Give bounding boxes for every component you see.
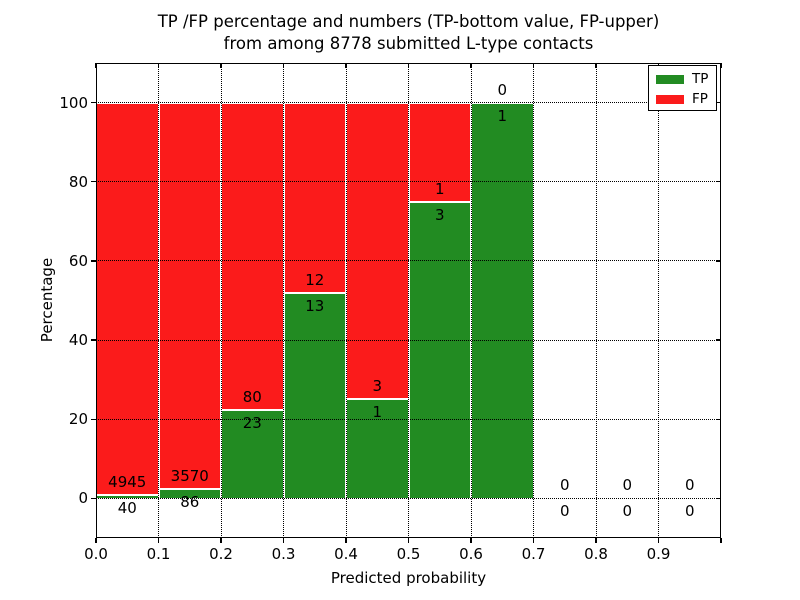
y-tick-label: 20	[68, 410, 88, 429]
x-gridline	[345, 63, 347, 538]
x-tick-top	[345, 63, 347, 68]
x-tick-label: 0.5	[396, 545, 421, 563]
bar-fp-segment	[158, 102, 221, 490]
y-tick-right	[716, 339, 721, 341]
x-tick	[157, 538, 160, 543]
x-tick	[532, 538, 535, 543]
x-gridline	[658, 63, 659, 538]
y-tick	[91, 260, 96, 262]
fp-count-label: 1	[434, 179, 445, 198]
x-tick-label: 0.9	[646, 545, 671, 563]
y-tick-right	[716, 181, 721, 183]
fp-count-label: 0	[684, 476, 695, 495]
y-tick-label: 100	[59, 93, 88, 112]
legend-item: TP	[656, 69, 716, 89]
y-tick-label: 0	[78, 489, 88, 508]
x-tick	[345, 538, 347, 543]
bar-tp-segment	[408, 201, 471, 499]
x-tick	[220, 538, 222, 543]
legend-swatch-tp	[656, 74, 684, 84]
y-tick-right	[716, 260, 721, 262]
x-tick	[407, 538, 410, 543]
y-tick	[91, 497, 96, 500]
fp-count-label: 0	[559, 476, 570, 495]
legend-item: FP	[656, 89, 716, 109]
tp-count-label: 0	[559, 502, 570, 521]
x-gridline	[470, 63, 472, 538]
x-tick-label: 0.0	[84, 545, 108, 563]
fp-count-label: 3	[372, 377, 383, 396]
fp-count-label: 0	[497, 80, 508, 99]
legend: TP FP	[648, 65, 717, 111]
x-tick	[282, 538, 285, 543]
x-tick-label: 0.1	[146, 545, 171, 563]
x-tick-top	[282, 63, 285, 68]
x-tick	[657, 538, 660, 543]
fp-count-label: 3570	[170, 467, 209, 486]
x-gridline	[283, 63, 284, 538]
fp-count-label: 0	[622, 476, 633, 495]
y-tick	[91, 418, 96, 420]
tp-count-label: 0	[684, 502, 695, 521]
y-tick-label: 60	[68, 251, 88, 270]
tp-count-label: 13	[305, 296, 325, 315]
fp-count-label: 80	[242, 388, 262, 407]
y-tick	[91, 101, 96, 104]
x-gridline	[158, 63, 159, 538]
y-tick-label: 40	[68, 331, 88, 350]
chart-title-line1: TP /FP percentage and numbers (TP-bottom…	[157, 12, 660, 31]
x-tick-label: 0.4	[334, 545, 358, 563]
y-tick	[91, 181, 96, 183]
legend-swatch-fp	[656, 94, 684, 104]
tp-count-label: 1	[497, 106, 508, 125]
fp-count-label: 12	[305, 270, 325, 289]
legend-label: TP	[692, 71, 709, 87]
x-tick	[95, 538, 97, 543]
y-tick-right	[716, 497, 721, 500]
x-tick-top	[595, 63, 597, 68]
tp-count-label: 40	[117, 499, 137, 518]
chart-title-line2: from among 8778 submitted L-type contact…	[223, 34, 594, 53]
x-gridline	[533, 63, 534, 538]
bar-fp-segment	[346, 102, 409, 400]
x-tick-top	[470, 63, 472, 68]
x-tick-label: 0.3	[271, 545, 296, 563]
tp-count-label: 23	[242, 414, 262, 433]
fp-count-label: 4945	[108, 473, 147, 492]
y-tick-right	[716, 101, 721, 104]
x-axis-label: Predicted probability	[330, 569, 487, 587]
x-gridline	[595, 63, 597, 538]
bar-tp-segment	[283, 292, 346, 499]
tp-count-label: 0	[622, 502, 633, 521]
x-tick-top	[95, 63, 97, 68]
y-tick	[91, 339, 96, 341]
x-tick-label: 0.7	[521, 545, 546, 563]
tp-count-label: 86	[180, 493, 200, 512]
bar-fp-segment	[96, 102, 159, 496]
legend-label: FP	[692, 91, 708, 107]
plot-area: 4945 40 3570 86 80 23 12 13 3 1 1 3 0 1 0 0 0 0 0 0	[96, 63, 721, 538]
x-tick-top	[220, 63, 222, 68]
x-tick-top	[407, 63, 410, 68]
bar-tp-segment	[471, 102, 534, 499]
x-tick	[595, 538, 597, 543]
y-axis-label: Percentage	[38, 257, 56, 343]
tp-count-label: 3	[434, 205, 445, 224]
y-tick-label: 80	[68, 172, 88, 191]
x-tick-top	[157, 63, 160, 68]
y-tick-right	[716, 418, 721, 420]
x-tick	[470, 538, 472, 543]
x-tick-label: 0.8	[584, 545, 608, 563]
x-gridline	[408, 63, 409, 538]
bar-fp-segment	[221, 102, 284, 411]
x-tick-top	[532, 63, 535, 68]
x-gridline	[220, 63, 222, 538]
tp-count-label: 1	[372, 403, 383, 422]
x-tick	[720, 538, 722, 543]
x-tick-label: 0.2	[209, 545, 233, 563]
x-tick-label: 0.6	[459, 545, 483, 563]
x-tick-top	[720, 63, 722, 68]
bar-fp-segment	[283, 102, 346, 293]
